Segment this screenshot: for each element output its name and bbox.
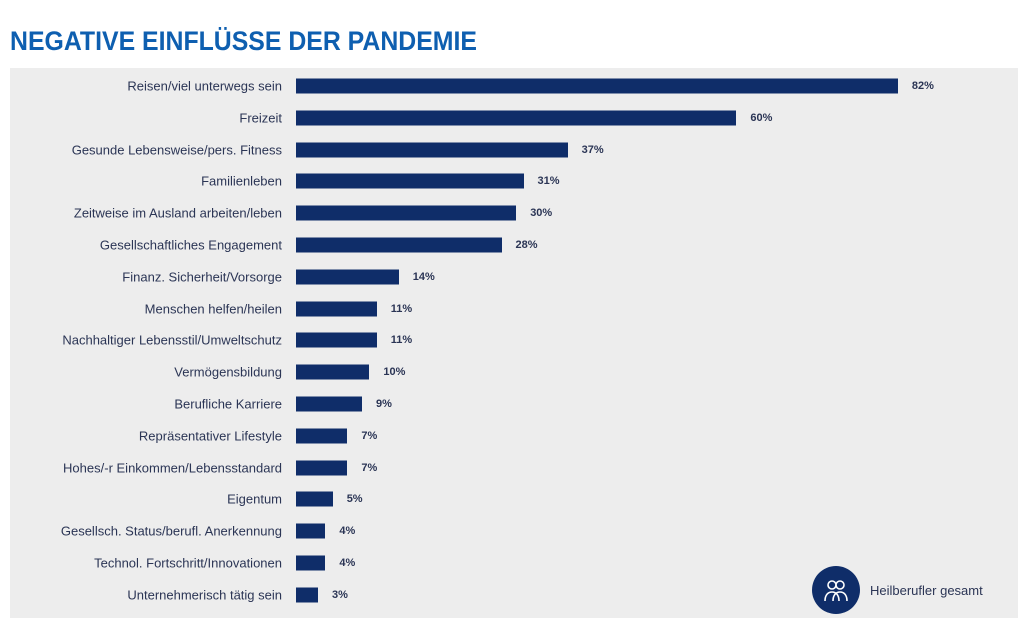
bar (296, 205, 517, 221)
legend-label: Heilberufler gesamt (870, 582, 983, 598)
value-label: 30% (530, 207, 553, 220)
value-label: 14% (412, 270, 435, 283)
category-label: Freizeit (239, 110, 282, 126)
bar (296, 523, 326, 539)
category-label: Unternehmerisch tätig sein (127, 587, 282, 603)
value-label: 9% (376, 398, 392, 410)
value-label: 11% (390, 334, 413, 347)
bar (296, 332, 377, 348)
value-label: 3% (332, 588, 348, 601)
category-label: Technol. Fortschritt/Innovationen (94, 555, 282, 571)
category-label: Menschen helfen/heilen (144, 301, 282, 317)
bar (296, 78, 898, 94)
value-label: 37% (581, 143, 604, 156)
bar (296, 460, 348, 476)
category-label: Repräsentativer Lifestyle (138, 428, 282, 444)
category-label: Eigentum (227, 491, 282, 507)
bar (296, 237, 502, 253)
category-label: Gesellschaftliches Engagement (99, 237, 282, 253)
bar (296, 587, 319, 603)
value-label: 7% (361, 429, 378, 442)
bar (296, 364, 370, 380)
bar (296, 428, 348, 444)
value-label: 10% (383, 366, 406, 379)
category-label: Berufliche Karriere (174, 396, 282, 412)
category-label: Gesunde Lebensweise/pers. Fitness (71, 142, 282, 158)
category-label: Nachhaltiger Lebensstil/Umweltschutz (62, 332, 282, 348)
value-label: 4% (339, 557, 356, 569)
category-label: Finanz. Sicherheit/Vorsorge (122, 269, 282, 285)
category-label: Zeitweise im Ausland arbeiten/leben (73, 205, 282, 221)
value-label: 31% (537, 175, 560, 188)
category-label: Hohes/-r Einkommen/Lebensstandard (63, 460, 282, 476)
bar (296, 142, 568, 158)
category-label: Reisen/viel unterwegs sein (127, 78, 282, 94)
legend: Heilberufler gesamt (812, 566, 983, 614)
bar (296, 555, 326, 571)
value-label: 7% (361, 461, 378, 474)
category-label: Vermögensbildung (174, 364, 282, 380)
category-label: Familienleben (201, 173, 282, 189)
value-label: 60% (750, 111, 773, 124)
value-label: 82% (911, 80, 934, 92)
chart-panel (10, 68, 1018, 618)
bar (296, 396, 363, 412)
value-label: 5% (346, 493, 363, 506)
people-group-icon (812, 566, 860, 614)
value-label: 4% (339, 525, 356, 538)
bar (296, 173, 524, 189)
bar (296, 301, 377, 317)
bar (296, 491, 333, 507)
value-label: 11% (390, 302, 413, 315)
bar (296, 110, 737, 126)
value-label: 28% (515, 239, 538, 251)
chart-title: NEGATIVE EINFLÜSSE DER PANDEMIE (10, 26, 477, 56)
category-label: Gesellsch. Status/berufl. Anerkennung (60, 523, 282, 539)
bar (296, 269, 399, 285)
